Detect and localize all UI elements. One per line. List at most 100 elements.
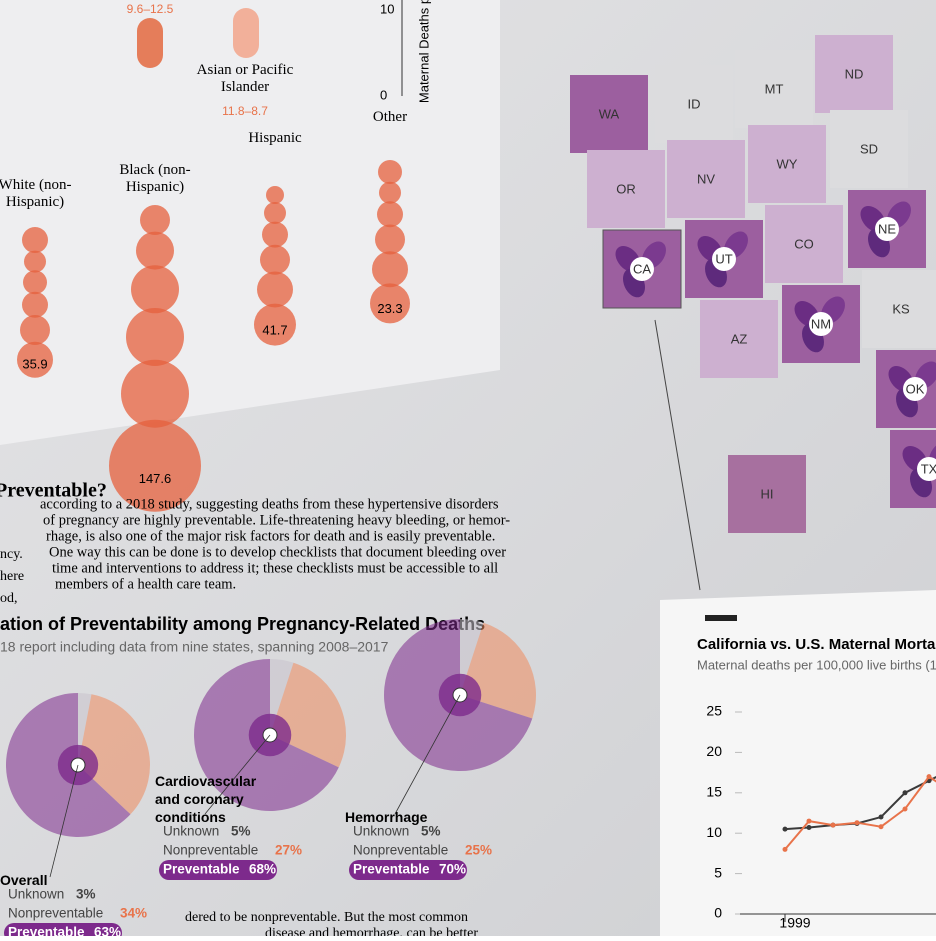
bubble — [378, 160, 402, 184]
bubble — [377, 201, 403, 227]
state-label: WY — [777, 156, 798, 171]
category-label: Unknown — [8, 887, 64, 902]
fragment: ncy. — [0, 547, 23, 562]
value-label: 41.7 — [262, 322, 287, 337]
subtitle: 18 report including data from nine state… — [0, 639, 389, 655]
category-label: Unknown — [163, 824, 219, 839]
bubble — [22, 227, 48, 253]
state-label: ND — [845, 66, 864, 81]
bubble — [140, 205, 170, 235]
y-tick-label: 15 — [706, 784, 722, 800]
value-label: 35.9 — [22, 357, 47, 372]
axis-label: Maternal Deaths p — [416, 0, 431, 103]
point — [879, 815, 884, 820]
point — [783, 847, 788, 852]
body-line: dered to be nonpreventable. But the most… — [185, 910, 468, 925]
value-label: 23.3 — [377, 301, 402, 316]
state-label: SD — [860, 141, 878, 156]
bubble — [262, 222, 288, 248]
body-line: according to a 2018 study, suggesting de… — [40, 496, 499, 512]
bubble — [23, 270, 47, 294]
bubble — [126, 308, 184, 366]
state-label: NE — [878, 221, 896, 236]
x-tick-label: 1999 — [779, 915, 810, 931]
value-label: 25% — [465, 843, 492, 858]
bubble — [257, 272, 293, 308]
value-label: 147.6 — [139, 471, 172, 486]
group-label: Hispanic — [215, 130, 335, 147]
state-label: OR — [616, 181, 636, 196]
point — [807, 819, 812, 824]
state-label: KS — [892, 301, 910, 316]
state-label: TX — [921, 461, 936, 476]
y-tick-label: 25 — [706, 703, 722, 719]
category-label: Preventable — [8, 925, 85, 936]
value-label: 3% — [76, 887, 96, 902]
point — [855, 820, 860, 825]
group-label: Asian or Pacific Islander — [190, 62, 300, 96]
state-label: ID — [688, 96, 701, 111]
group-label-wrap: Hispanic — [215, 130, 335, 170]
value-label: 27% — [275, 843, 302, 858]
group-label-wrap: Black (non-Hispanic) — [95, 162, 215, 202]
value-label: 63% — [94, 925, 121, 936]
state-label: AZ — [731, 331, 748, 346]
category-label: Preventable — [163, 862, 240, 877]
point — [879, 824, 884, 829]
range: 11.8–8.7 — [222, 104, 268, 118]
state-label: MT — [765, 81, 784, 96]
group-label: Other — [330, 109, 450, 126]
value-label: 70% — [439, 862, 466, 877]
group-label-wrap: White (non-Hispanic) — [0, 177, 95, 217]
category-label: Nonpreventable — [163, 843, 258, 858]
bubble — [121, 360, 189, 428]
value-label: 68% — [249, 862, 276, 877]
axis-tick: 0 — [380, 87, 387, 102]
point — [831, 823, 836, 828]
bubble — [375, 225, 405, 255]
group-label-wrap: Other — [330, 109, 450, 149]
point — [903, 790, 908, 795]
pie-name-wrap: Cardiovascular and coronary conditions — [155, 772, 285, 828]
title: ation of Preventability among Pregnancy-… — [0, 614, 485, 634]
state-label: OK — [906, 381, 925, 396]
state-label: NV — [697, 171, 715, 186]
body-line: disease and hemorrhage, can be better — [265, 926, 478, 936]
state-label: UT — [715, 251, 732, 266]
point — [807, 825, 812, 830]
state-label: NM — [811, 316, 831, 331]
bubble — [20, 315, 50, 345]
range: 9.6–12.5 — [127, 2, 174, 16]
category-label: Nonpreventable — [353, 843, 448, 858]
pie-name: Cardiovascular and coronary conditions — [155, 772, 265, 826]
body-line: time and interventions to address it; th… — [52, 560, 498, 576]
fragment: od, — [0, 591, 18, 606]
chart-title: California vs. U.S. Maternal Mortality R — [697, 636, 936, 653]
y-tick-label: 20 — [706, 743, 722, 759]
bubble — [24, 251, 46, 273]
point — [783, 827, 788, 832]
category-label: Preventable — [353, 862, 430, 877]
value-label: 5% — [231, 824, 251, 839]
body-line: rhage, is also one of the major risk fac… — [46, 528, 495, 544]
state-label: CA — [633, 261, 651, 276]
category-label: Nonpreventable — [8, 906, 103, 921]
state-label: WA — [599, 106, 620, 121]
body-line: of pregnancy are highly preventable. Lif… — [43, 512, 510, 528]
body-line: One way this can be done is to develop c… — [49, 544, 506, 560]
arrow-pill — [233, 8, 259, 58]
point — [927, 774, 932, 779]
axis-tick: 10 — [380, 1, 394, 16]
arrow-pill — [137, 18, 163, 68]
value-label: 5% — [421, 824, 441, 839]
bubble — [266, 186, 284, 204]
value-label: 34% — [120, 906, 147, 921]
state-label: CO — [794, 236, 814, 251]
state-label: HI — [761, 486, 774, 501]
y-tick-label: 5 — [714, 864, 722, 880]
body-line: members of a health care team. — [55, 576, 236, 592]
chart-subtitle: Maternal deaths per 100,000 live births … — [697, 657, 936, 672]
bubble — [131, 265, 179, 313]
panel-bar — [705, 615, 737, 621]
